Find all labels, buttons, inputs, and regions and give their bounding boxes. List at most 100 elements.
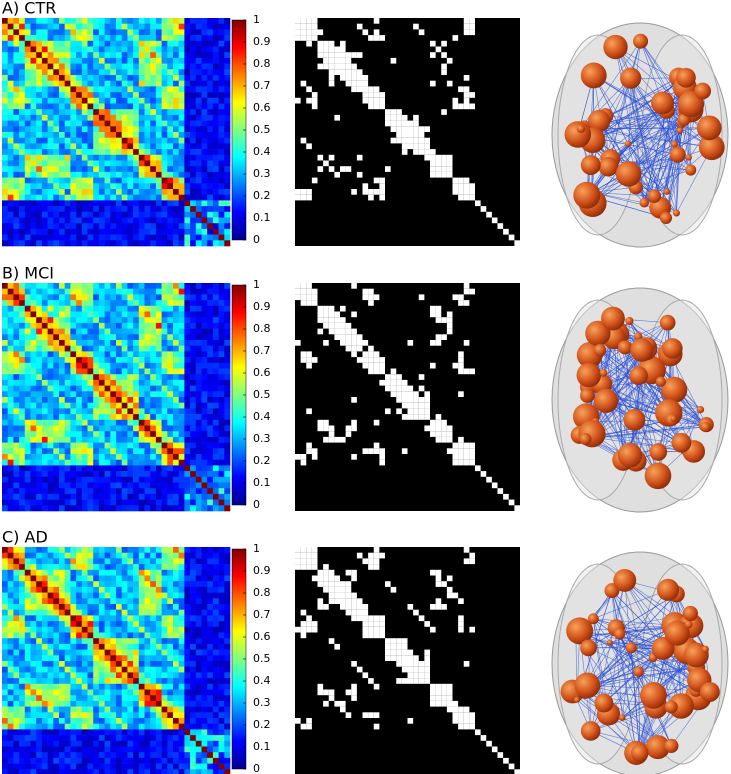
heatmap-cell: [156, 75, 162, 81]
heatmap-cell: [31, 323, 37, 329]
heatmap-cell: [48, 104, 54, 110]
heatmap-cell: [25, 218, 31, 224]
heatmap-cell: [190, 81, 196, 87]
heatmap-cell: [190, 229, 196, 235]
heatmap-cell: [8, 64, 14, 70]
heatmap-cell: [65, 437, 71, 443]
heatmap-cell: [184, 161, 190, 167]
binary-cell: [464, 283, 470, 289]
heatmap-cell: [88, 329, 94, 335]
heatmap-cell: [173, 98, 179, 104]
heatmap-cell: [184, 29, 190, 35]
heatmap-cell: [70, 41, 76, 47]
heatmap-cell: [127, 351, 133, 357]
heatmap-cell: [42, 610, 48, 616]
heatmap-cell: [116, 172, 122, 178]
heatmap-cell: [156, 471, 162, 477]
heatmap-cell: [59, 570, 65, 576]
binary-cell: [464, 178, 470, 184]
heatmap-cell: [184, 98, 190, 104]
heatmap-cell: [190, 494, 196, 500]
heatmap-cell: [36, 357, 42, 363]
binary-cell: [323, 52, 329, 58]
heatmap-cell: [156, 132, 162, 138]
heatmap-cell: [31, 212, 37, 218]
heatmap-cell: [213, 235, 219, 241]
heatmap-cell: [167, 633, 173, 639]
heatmap-cell: [150, 351, 156, 357]
heatmap-cell: [76, 615, 82, 621]
heatmap-cell: [19, 52, 25, 58]
binary-cell: [464, 448, 470, 454]
heatmap-cell: [82, 294, 88, 300]
heatmap-cell: [190, 132, 196, 138]
heatmap-cell: [25, 357, 31, 363]
heatmap-cell: [13, 240, 19, 246]
heatmap-cell: [13, 229, 19, 235]
heatmap-cell: [196, 86, 202, 92]
heatmap-cell: [184, 323, 190, 329]
heatmap-cell: [173, 69, 179, 75]
heatmap-cell: [59, 357, 65, 363]
binary-cell: [351, 81, 357, 87]
heatmap-cell: [184, 346, 190, 352]
heatmap-cell: [70, 329, 76, 335]
heatmap-cell: [133, 149, 139, 155]
heatmap-cell: [13, 494, 19, 500]
heatmap-cell: [93, 627, 99, 633]
heatmap-cell: [224, 289, 230, 295]
heatmap-cell: [213, 98, 219, 104]
heatmap-cell: [65, 494, 71, 500]
heatmap-cell: [133, 81, 139, 87]
heatmap-cell: [122, 454, 128, 460]
heatmap-cell: [70, 138, 76, 144]
colorbar-tick-label: 0.2: [253, 454, 271, 467]
heatmap-cell: [202, 300, 208, 306]
heatmap-cell: [8, 414, 14, 420]
heatmap-cell: [48, 593, 54, 599]
heatmap-cell: [88, 126, 94, 132]
heatmap-cell: [150, 289, 156, 295]
heatmap-cell: [25, 86, 31, 92]
heatmap-cell: [70, 477, 76, 483]
heatmap-cell: [213, 500, 219, 506]
heatmap-cell: [127, 161, 133, 167]
heatmap-cell: [19, 621, 25, 627]
heatmap-cell: [93, 183, 99, 189]
binary-cell: [453, 189, 459, 195]
heatmap-cell: [93, 369, 99, 375]
heatmap-cell: [167, 500, 173, 506]
heatmap-cell: [59, 340, 65, 346]
network-node: [671, 140, 678, 147]
heatmap-cell: [219, 317, 225, 323]
heatmap-cell: [19, 615, 25, 621]
heatmap-cell: [190, 633, 196, 639]
heatmap-cell: [179, 18, 185, 24]
heatmap-cell: [2, 104, 8, 110]
heatmap-cell: [184, 41, 190, 47]
heatmap-cell: [184, 18, 190, 24]
heatmap-cell: [59, 553, 65, 559]
heatmap-cell: [48, 380, 54, 386]
heatmap-cell: [65, 454, 71, 460]
heatmap-cell: [36, 363, 42, 369]
heatmap-cell: [99, 195, 105, 201]
heatmap-cell: [99, 29, 105, 35]
heatmap-cell: [2, 29, 8, 35]
heatmap-cell: [202, 126, 208, 132]
heatmap-cell: [2, 414, 8, 420]
heatmap-cell: [213, 306, 219, 312]
heatmap-cell: [156, 621, 162, 627]
heatmap-cell: [19, 633, 25, 639]
heatmap-cell: [70, 621, 76, 627]
heatmap-cell: [207, 558, 213, 564]
binary-cell: [295, 340, 301, 346]
heatmap-cell: [202, 369, 208, 375]
heatmap-cell: [156, 500, 162, 506]
heatmap-cell: [2, 448, 8, 454]
binary-cell: [475, 465, 481, 471]
heatmap-cell: [31, 598, 37, 604]
heatmap-cell: [224, 149, 230, 155]
heatmap-cell: [127, 615, 133, 621]
